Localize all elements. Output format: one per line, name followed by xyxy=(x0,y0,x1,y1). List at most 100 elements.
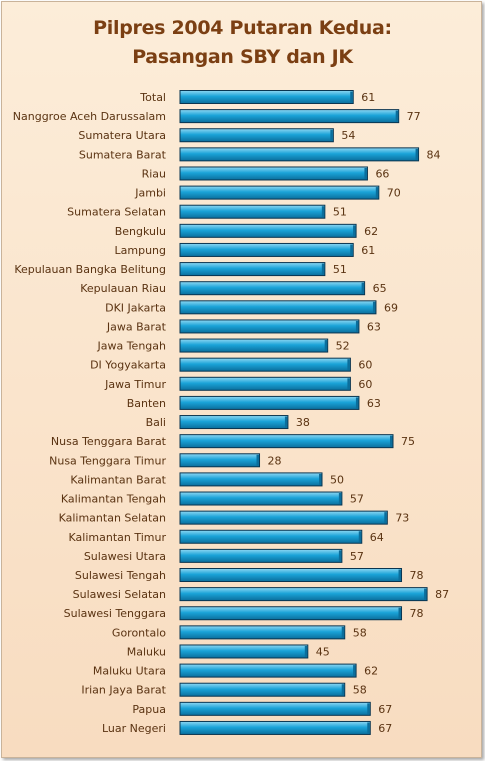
value-label: 78 xyxy=(410,569,424,582)
value-label: 58 xyxy=(353,626,367,639)
bar-end-cap xyxy=(358,531,362,543)
category-label: Sulawesi Tenggara xyxy=(64,607,166,620)
value-label: 78 xyxy=(410,607,424,620)
category-label: Kalimantan Tengah xyxy=(61,493,166,506)
bar-end-cap xyxy=(321,206,325,218)
bar-end-cap xyxy=(361,282,365,294)
bar xyxy=(179,682,346,697)
category-label: Jawa Timur xyxy=(104,378,166,391)
category-label: Sulawesi Selatan xyxy=(73,588,166,601)
value-label: 63 xyxy=(367,397,381,410)
bar xyxy=(179,300,377,315)
value-label: 38 xyxy=(296,416,310,429)
value-label: 64 xyxy=(370,531,384,544)
bar-end-cap xyxy=(319,473,322,485)
value-label: 70 xyxy=(387,187,401,200)
bar xyxy=(179,262,326,277)
category-label: Sumatera Selatan xyxy=(67,206,166,219)
bar-end-cap xyxy=(256,454,260,466)
category-label: Banten xyxy=(127,397,166,410)
value-label: 58 xyxy=(353,684,367,697)
bar-end-cap xyxy=(384,512,387,524)
category-label: Riau xyxy=(142,167,166,180)
bar xyxy=(179,529,363,544)
value-label: 67 xyxy=(378,722,392,735)
bar xyxy=(179,606,403,621)
bar xyxy=(179,720,371,735)
bar-end-cap xyxy=(321,263,325,275)
bar xyxy=(179,510,388,525)
chart-subtitle: Pasangan SBY dan JK xyxy=(132,46,353,68)
category-label: Total xyxy=(139,91,166,104)
bar xyxy=(179,644,309,659)
category-label: Kalimantan Selatan xyxy=(59,512,166,525)
bar xyxy=(179,166,368,181)
bar-end-cap xyxy=(367,722,370,734)
bar xyxy=(179,128,334,143)
value-label: 61 xyxy=(361,244,375,257)
bar xyxy=(179,185,380,200)
value-label: 66 xyxy=(375,167,389,180)
value-label: 77 xyxy=(407,110,421,123)
bar-end-cap xyxy=(355,397,359,409)
bar xyxy=(179,338,329,353)
bar xyxy=(179,109,400,124)
category-label: Irian Jaya Barat xyxy=(81,684,166,697)
bar xyxy=(179,434,394,449)
value-label: 50 xyxy=(330,473,344,486)
category-label: Bali xyxy=(146,416,166,429)
bar xyxy=(179,357,351,372)
bar xyxy=(179,453,261,468)
value-label: 28 xyxy=(268,454,282,467)
bars-group: Total 61 Nanggroe Aceh Darussalam 77 Sumater… xyxy=(13,90,449,735)
bar-end-cap xyxy=(350,244,353,256)
value-label: 73 xyxy=(395,512,409,525)
bar-end-cap xyxy=(353,225,356,237)
value-label: 51 xyxy=(333,206,347,219)
category-label: Luar Negeri xyxy=(102,722,166,735)
category-label: Jambi xyxy=(134,187,166,200)
bar-end-cap xyxy=(347,378,350,390)
bar xyxy=(179,204,326,219)
bar-end-cap xyxy=(284,416,288,428)
bar-end-cap xyxy=(338,493,342,505)
value-label: 67 xyxy=(378,703,392,716)
value-label: 63 xyxy=(367,320,381,333)
value-label: 45 xyxy=(316,645,330,658)
category-label: Nanggroe Aceh Darussalam xyxy=(13,110,166,123)
bar xyxy=(179,281,366,296)
bar-end-cap xyxy=(375,187,379,199)
value-label: 60 xyxy=(358,378,372,391)
value-label: 57 xyxy=(350,493,364,506)
category-label: Lampung xyxy=(115,244,167,257)
bar-end-cap xyxy=(304,645,308,657)
value-label: 62 xyxy=(364,665,378,678)
value-label: 54 xyxy=(341,129,355,142)
bar-end-cap xyxy=(367,703,370,715)
value-label: 51 xyxy=(333,263,347,276)
bar xyxy=(179,491,343,506)
category-label: Sulawesi Tengah xyxy=(75,569,166,582)
bar-end-cap xyxy=(330,129,333,141)
category-label: Kalimantan Barat xyxy=(70,473,166,486)
bar xyxy=(179,90,354,104)
category-label: Kalimantan Timur xyxy=(69,531,167,544)
bar xyxy=(179,472,323,487)
bar-end-cap xyxy=(341,626,345,638)
category-label: Nusa Tenggara Timur xyxy=(49,454,166,467)
category-label: Maluku Utara xyxy=(93,665,166,678)
category-label: Bengkulu xyxy=(115,225,166,238)
category-label: Sulawesi Utara xyxy=(84,550,166,563)
category-label: Jawa Tengah xyxy=(96,340,166,353)
value-label: 65 xyxy=(373,282,387,295)
value-label: 57 xyxy=(350,550,364,563)
bar-end-cap xyxy=(415,148,419,160)
value-label: 52 xyxy=(336,340,350,353)
value-label: 62 xyxy=(364,225,378,238)
category-label: Sumatera Utara xyxy=(78,129,166,142)
bar xyxy=(179,415,289,430)
bar-end-cap xyxy=(341,684,345,696)
category-label: Gorontalo xyxy=(112,626,166,639)
bar xyxy=(179,568,403,582)
